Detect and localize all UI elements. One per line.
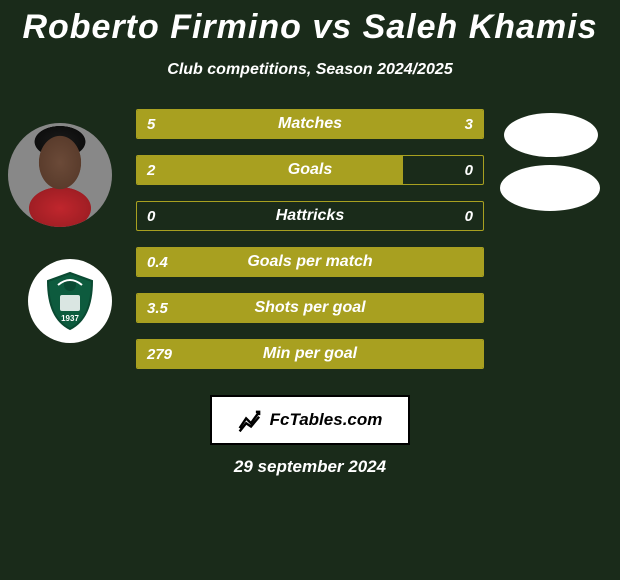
- date-text: 29 september 2024: [0, 457, 620, 477]
- page-title: Roberto Firmino vs Saleh Khamis: [0, 8, 620, 47]
- stat-label: Goals per match: [137, 248, 483, 276]
- branding-text: FcTables.com: [270, 410, 383, 430]
- stat-row-goals: 2 Goals 0: [136, 155, 484, 185]
- stat-label: Matches: [137, 110, 483, 138]
- comparison-card: Roberto Firmino vs Saleh Khamis Club com…: [0, 0, 620, 477]
- stat-row-matches: 5 Matches 3: [136, 109, 484, 139]
- stat-label: Goals: [137, 156, 483, 184]
- player-right-avatar-placeholder-2: [500, 165, 600, 211]
- stat-rows: 5 Matches 3 2 Goals 0 0 Hattricks 0: [136, 109, 484, 385]
- shield-icon: 1937: [38, 269, 102, 333]
- value-right: 0: [465, 202, 473, 230]
- stat-row-shots-per-goal: 3.5 Shots per goal: [136, 293, 484, 323]
- value-right: 3: [465, 110, 473, 138]
- club-logo: 1937: [28, 259, 112, 343]
- stat-row-goals-per-match: 0.4 Goals per match: [136, 247, 484, 277]
- chart-icon: [238, 407, 264, 433]
- stat-label: Min per goal: [137, 340, 483, 368]
- player-right-avatar-placeholder-1: [504, 113, 598, 157]
- stat-label: Hattricks: [137, 202, 483, 230]
- stat-label: Shots per goal: [137, 294, 483, 322]
- player-left-avatar: [8, 123, 112, 227]
- branding-badge[interactable]: FcTables.com: [210, 395, 410, 445]
- svg-text:1937: 1937: [61, 314, 79, 323]
- subtitle: Club competitions, Season 2024/2025: [0, 61, 620, 79]
- value-right: 0: [465, 156, 473, 184]
- stat-row-min-per-goal: 279 Min per goal: [136, 339, 484, 369]
- stat-row-hattricks: 0 Hattricks 0: [136, 201, 484, 231]
- stats-area: 1937 5 Matches 3 2 Goals 0: [0, 109, 620, 389]
